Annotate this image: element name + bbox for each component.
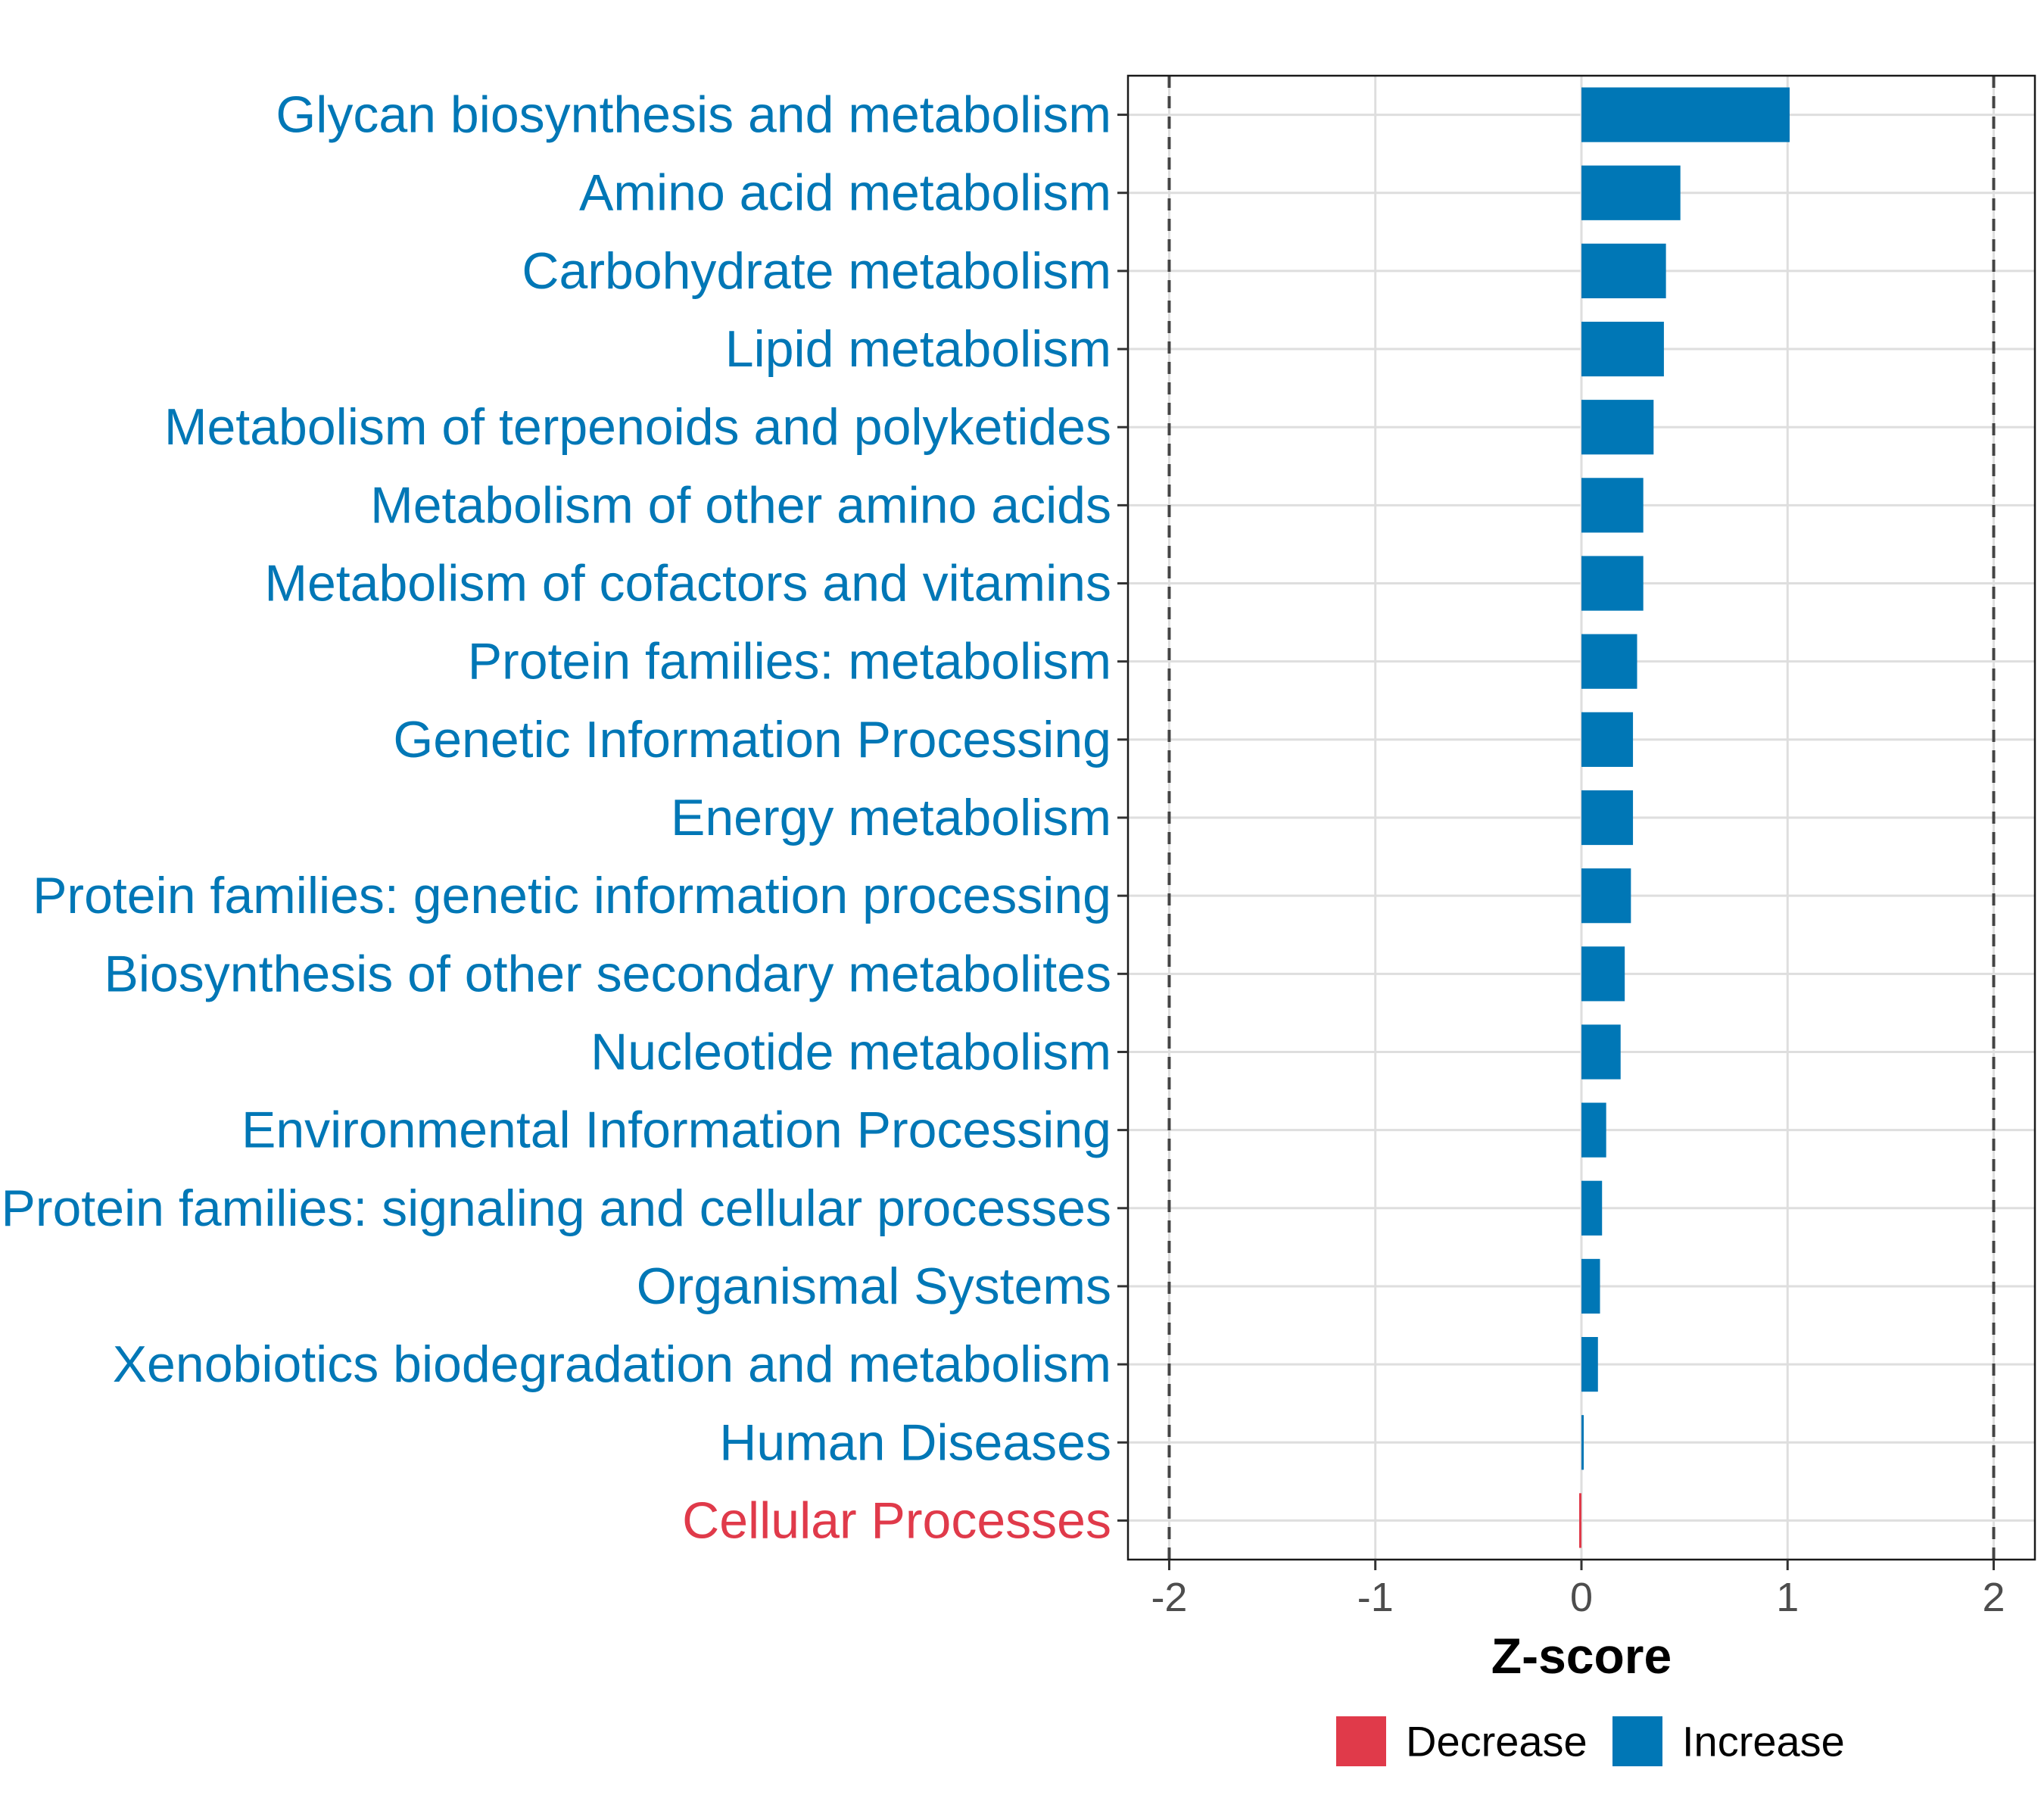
bar: [1581, 1180, 1603, 1236]
y-tick-label: Nucleotide metabolism: [590, 1023, 1111, 1080]
bar: [1579, 1493, 1581, 1548]
y-tick-label: Metabolism of cofactors and vitamins: [264, 555, 1111, 612]
y-tick-label: Amino acid metabolism: [579, 164, 1111, 222]
bar: [1581, 1337, 1598, 1392]
x-tick-label: 2: [1983, 1575, 2005, 1620]
bar: [1581, 1024, 1621, 1080]
bar: [1581, 712, 1634, 767]
bar: [1581, 946, 1625, 1002]
reference-lines: [1167, 76, 1996, 1560]
y-tick-label: Metabolism of terpenoids and polyketides: [164, 398, 1111, 456]
legend-swatch-increase: [1612, 1716, 1662, 1766]
bar-layer: [1579, 87, 1790, 1548]
y-tick-label: Organismal Systems: [637, 1258, 1111, 1315]
y-axis: Glycan biosynthesis and metabolism Amino …: [1, 86, 1128, 1549]
y-tick-label: Protein families: metabolism: [468, 633, 1111, 690]
y-tick-label: Protein families: signaling and cellular…: [1, 1180, 1111, 1237]
bar: [1581, 634, 1637, 689]
legend-label-increase: Increase: [1682, 1718, 1845, 1766]
x-tick-label: 0: [1570, 1575, 1593, 1620]
legend-swatch-decrease: [1336, 1716, 1386, 1766]
y-tick-label: Glycan biosynthesis and metabolism: [276, 86, 1111, 144]
x-axis: -2 -1 0 1 2: [1151, 1560, 2005, 1620]
y-tick-label: Lipid metabolism: [725, 320, 1111, 378]
y-tick-label: Metabolism of other amino acids: [370, 476, 1111, 534]
x-axis-title: Z-score: [1491, 1628, 1672, 1684]
bar: [1581, 321, 1664, 377]
bar: [1581, 165, 1681, 220]
bar: [1581, 556, 1644, 611]
bar: [1581, 1258, 1600, 1314]
bar: [1581, 478, 1644, 533]
x-tick-label: -2: [1151, 1575, 1187, 1620]
bar: [1581, 87, 1790, 142]
y-tick-label: Genetic Information Processing: [393, 711, 1111, 768]
bar: [1581, 1102, 1606, 1158]
y-tick-label: Cellular Processes: [682, 1491, 1111, 1549]
y-tick-label: Energy metabolism: [671, 789, 1111, 846]
bar: [1581, 790, 1634, 846]
y-tick-label: Environmental Information Processing: [241, 1102, 1111, 1159]
bar: [1581, 1415, 1584, 1470]
x-tick-label: -1: [1357, 1575, 1394, 1620]
legend: Decrease Increase: [1336, 1716, 1845, 1766]
y-tick-label: Xenobiotics biodegradation and metabolis…: [113, 1335, 1111, 1393]
bar: [1581, 243, 1666, 298]
legend-label-decrease: Decrease: [1406, 1718, 1588, 1766]
x-tick-label: 1: [1776, 1575, 1799, 1620]
bar: [1581, 400, 1654, 455]
y-tick-label: Protein families: genetic information pr…: [33, 867, 1111, 924]
y-tick-label: Human Diseases: [719, 1413, 1111, 1471]
y-tick-label: Biosynthesis of other secondary metaboli…: [104, 945, 1111, 1002]
bar: [1581, 868, 1631, 924]
y-tick-label: Carbohydrate metabolism: [522, 242, 1111, 300]
